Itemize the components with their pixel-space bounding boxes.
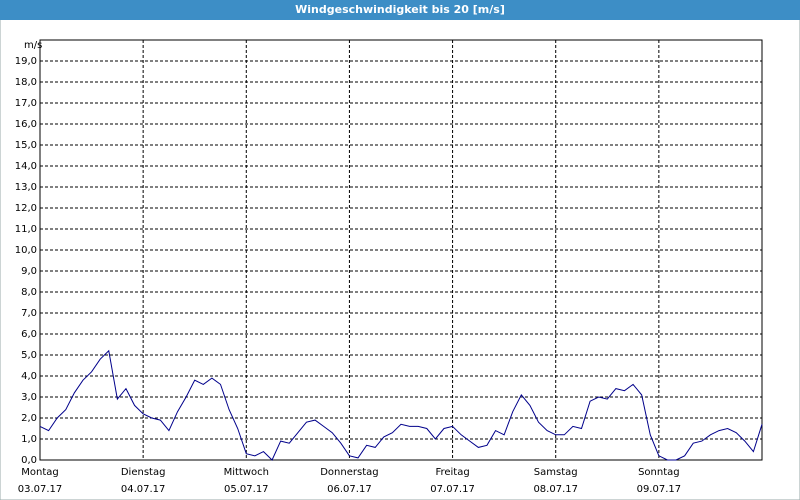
- x-tick-day: Sonntag: [638, 467, 680, 478]
- y-tick-label: 0,0: [21, 455, 37, 466]
- y-tick-label: 9,0: [21, 266, 37, 277]
- y-tick-label: 8,0: [21, 287, 37, 298]
- x-tick-day: Dienstag: [121, 467, 166, 478]
- y-tick-label: 4,0: [21, 371, 37, 382]
- y-tick-label: 3,0: [21, 392, 37, 403]
- y-tick-label: 19,0: [15, 56, 37, 67]
- x-tick-day: Donnerstag: [320, 467, 378, 478]
- chart-title: Windgeschwindigkeit bis 20 [m/s]: [295, 3, 505, 16]
- title-bar: [0, 0, 800, 20]
- y-tick-label: 1,0: [21, 434, 37, 445]
- x-tick-date: 03.07.17: [18, 484, 63, 495]
- x-tick-day: Samstag: [534, 467, 578, 478]
- y-unit: m/s: [24, 40, 42, 51]
- y-tick-label: 10,0: [15, 245, 37, 256]
- y-tick-label: 18,0: [15, 77, 37, 88]
- y-tick-label: 15,0: [15, 140, 37, 151]
- data-line: [39, 349, 763, 461]
- y-tick-label: 14,0: [15, 161, 37, 172]
- y-tick-label: 12,0: [15, 203, 37, 214]
- x-tick-day: Freitag: [435, 467, 469, 478]
- x-tick-day: Montag: [21, 467, 58, 478]
- y-tick-label: 7,0: [21, 308, 37, 319]
- y-tick-label: 11,0: [15, 224, 37, 235]
- y-tick-label: 17,0: [15, 98, 37, 109]
- x-tick-date: 07.07.17: [430, 484, 475, 495]
- x-tick-date: 08.07.17: [533, 484, 578, 495]
- x-tick-day: Mittwoch: [224, 467, 269, 478]
- x-tick-date: 06.07.17: [327, 484, 372, 495]
- x-tick-date: 09.07.17: [637, 484, 682, 495]
- y-tick-label: 13,0: [15, 182, 37, 193]
- x-tick-date: 05.07.17: [224, 484, 269, 495]
- y-tick-label: 5,0: [21, 350, 37, 361]
- y-tick-label: 16,0: [15, 119, 37, 130]
- y-tick-label: 2,0: [21, 413, 37, 424]
- x-tick-date: 04.07.17: [121, 484, 166, 495]
- y-tick-label: 6,0: [21, 329, 37, 340]
